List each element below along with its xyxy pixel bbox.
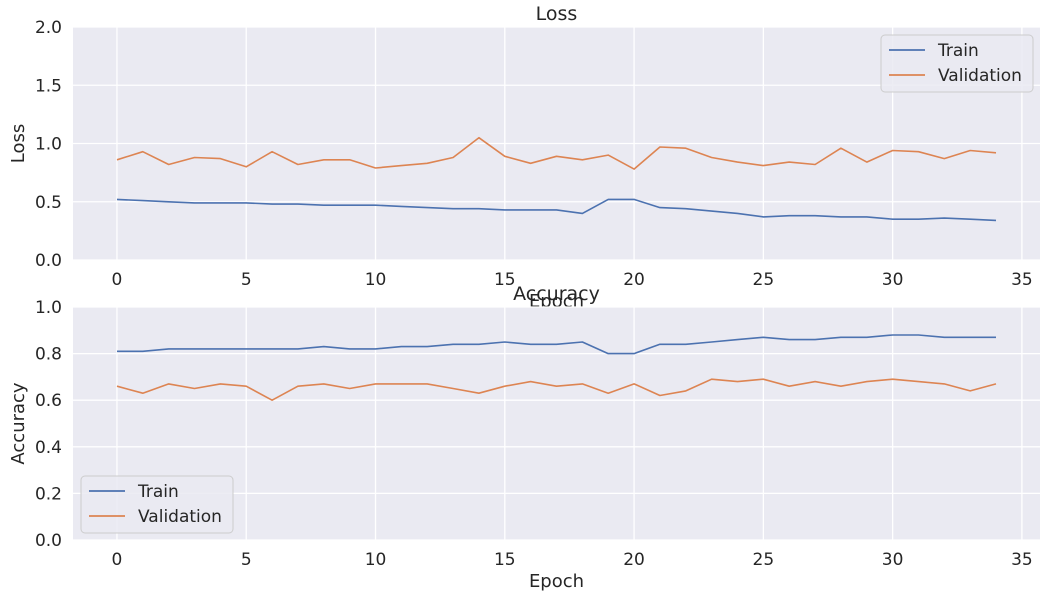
- y-tick-label: 0.4: [35, 438, 62, 458]
- legend-label: Validation: [938, 66, 1022, 86]
- x-axis-label: Epoch: [529, 571, 584, 592]
- x-tick-label: 20: [623, 550, 645, 570]
- y-tick-label: 1.5: [35, 76, 62, 96]
- x-tick-label: 25: [753, 550, 775, 570]
- chart-loss: 0 5 10 15 20 25 30 350.00.51.01.52.0EpochLossTr…: [8, 18, 1040, 312]
- x-tick-label: 15: [494, 550, 516, 570]
- legend: Train Validation: [880, 34, 1034, 93]
- x-tick-label: 35: [1011, 550, 1033, 570]
- y-tick-label: 0.6: [35, 391, 62, 411]
- y-tick-label: 1.0: [35, 135, 62, 155]
- chart-title: Accuracy: [513, 283, 600, 305]
- x-tick-label: 20: [623, 270, 645, 290]
- series-line-validation: [116, 136, 997, 170]
- legend-label: Validation: [138, 507, 222, 527]
- y-axis-label: Accuracy: [8, 382, 29, 465]
- y-tick-label: 0.8: [35, 345, 62, 365]
- y-tick-label: 0.5: [35, 193, 62, 213]
- x-tick-label: 0: [112, 270, 123, 290]
- legend: Train Validation: [80, 475, 234, 534]
- plot-area: [73, 307, 1040, 540]
- y-tick-label: 0.2: [35, 484, 62, 504]
- chart-title: Loss: [536, 3, 578, 25]
- y-axis-label: Loss: [8, 124, 29, 163]
- x-tick-label: 10: [365, 550, 387, 570]
- legend-label: Train: [137, 482, 179, 502]
- chart-accuracy: 0 5 10 15 20 25 30 35 0.0 0.2 0.4 0.6 0.8 1.0 Epoch Acc…: [8, 298, 1040, 592]
- legend-label: Train: [937, 41, 979, 61]
- y-tick-label: 2.0: [35, 18, 62, 38]
- series-line-train: [116, 198, 997, 222]
- x-tick-label: 10: [365, 270, 387, 290]
- x-tick-label: 35: [1011, 270, 1033, 290]
- x-tick-label: 5: [241, 270, 252, 290]
- x-tick-label: 0: [112, 550, 123, 570]
- x-tick-label: 30: [882, 550, 904, 570]
- x-tick-label: 25: [753, 270, 775, 290]
- series-line-validation: [116, 378, 997, 402]
- series-line-train: [117, 334, 996, 355]
- y-tick-label: 0.0: [35, 531, 62, 551]
- y-tick-label: 0.0: [35, 251, 62, 271]
- x-tick-label: 15: [494, 270, 516, 290]
- x-tick-label: 5: [241, 550, 252, 570]
- y-tick-label: 1.0: [35, 298, 62, 318]
- x-tick-label: 30: [882, 270, 904, 290]
